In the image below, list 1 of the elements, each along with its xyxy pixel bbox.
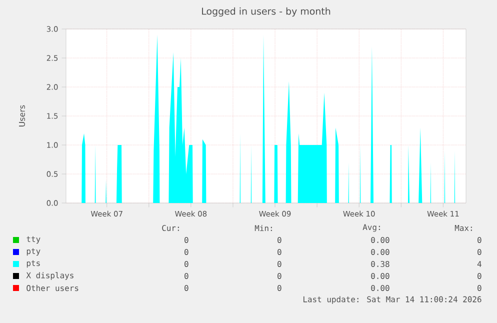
chart-title: Logged in users - by month bbox=[202, 7, 330, 17]
